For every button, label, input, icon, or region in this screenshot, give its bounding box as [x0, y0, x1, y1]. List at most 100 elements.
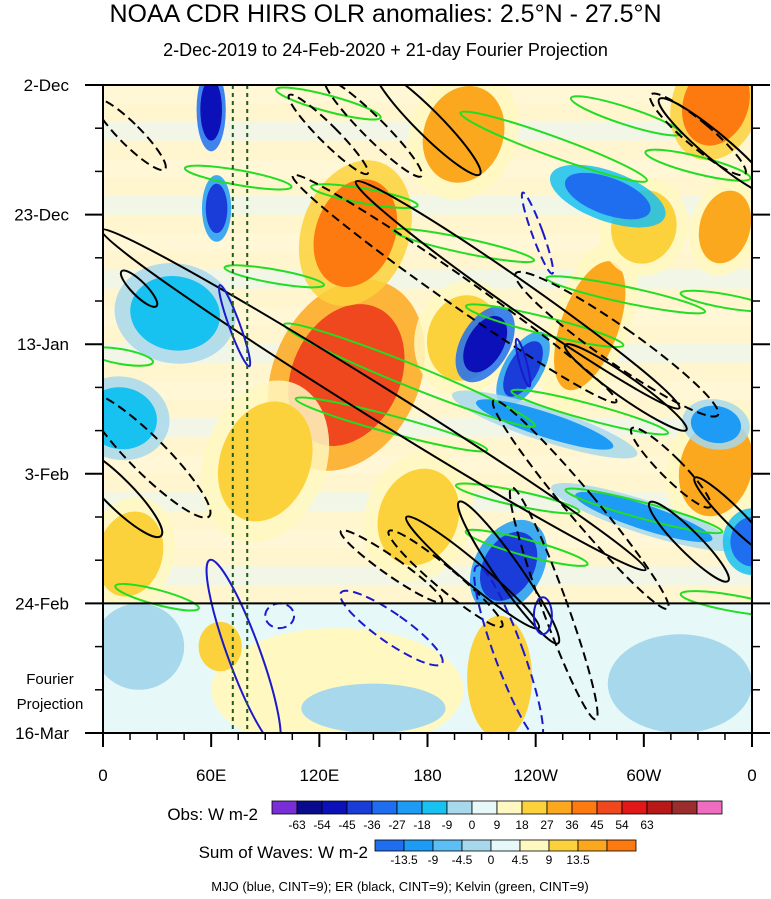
- er-contour: [373, 85, 482, 177]
- kelvin-contour: [510, 388, 670, 436]
- waves-colorbar-tick-label: 0: [488, 853, 495, 867]
- obs-colorbar-swatch: [696, 800, 723, 815]
- obs-colorbar-tick-label: -18: [413, 818, 431, 832]
- y-tick-label: 2-Dec: [24, 76, 70, 95]
- y-tick-label: 24-Feb: [15, 594, 69, 613]
- er-contour: [457, 500, 561, 645]
- obs-colorbar-swatch: [521, 800, 548, 815]
- kelvin-contour: [294, 396, 489, 453]
- y-tick-label: 3-Feb: [25, 465, 69, 484]
- waves-colorbar-swatch: [374, 839, 405, 852]
- waves-colorbar-tick-label: -9: [428, 853, 439, 867]
- obs-colorbar-tick-label: -36: [363, 818, 381, 832]
- waves-anomaly: [198, 621, 242, 672]
- kelvin-contour: [392, 227, 536, 264]
- mjo-contour: [205, 558, 282, 733]
- waves-anomaly: [103, 603, 185, 690]
- waves-colorbar-tick-label: 13.5: [566, 853, 590, 867]
- er-contour: [491, 399, 670, 611]
- kelvin-contour: [679, 289, 752, 313]
- obs-colorbar-tick-label: -63: [288, 818, 306, 832]
- obs-colorbar-tick-label: -45: [338, 818, 356, 832]
- x-tick-label: 120W: [513, 766, 557, 785]
- mjo-contour: [532, 596, 553, 636]
- waves-colorbar-swatch: [490, 839, 521, 852]
- obs-colorbar-tick-label: -9: [442, 818, 453, 832]
- obs-colorbar-tick-label: 0: [469, 818, 476, 832]
- waves-colorbar-swatch: [606, 839, 637, 852]
- mjo-contour: [520, 191, 555, 275]
- kelvin-contour: [459, 110, 648, 183]
- obs-colorbar-tick-label: 27: [540, 818, 554, 832]
- waves-colorbar-tick-label: -4.5: [452, 853, 473, 867]
- waves-colorbar-tick-label: 4.5: [512, 853, 529, 867]
- y-tick-label: 23-Dec: [14, 206, 69, 225]
- er-contour: [119, 269, 159, 308]
- kelvin-contour: [183, 164, 293, 191]
- obs-anomaly-core: [377, 468, 460, 566]
- er-contour: [103, 97, 167, 172]
- obs-colorbar-tick-label: 36: [565, 818, 579, 832]
- obs-colorbar-label: Obs: W m-2: [167, 805, 258, 824]
- obs-colorbar-swatch: [596, 800, 623, 815]
- er-contour: [657, 97, 752, 197]
- x-tick-label: 0: [747, 766, 756, 785]
- waves-anomaly: [301, 683, 446, 733]
- obs-colorbar-swatch: [321, 800, 348, 815]
- obs-colorbar-swatch: [671, 800, 698, 815]
- x-tick-label: 60E: [196, 766, 226, 785]
- waves-colorbar-swatch: [461, 839, 492, 852]
- obs-anomaly-core: [463, 315, 508, 373]
- kelvin-contour: [564, 487, 724, 535]
- obs-colorbar-tick-label: 54: [615, 818, 629, 832]
- waves-colorbar-tick-label: 9: [546, 853, 553, 867]
- er-contour: [647, 500, 730, 583]
- obs-anomaly-core: [422, 86, 505, 183]
- obs-colorbar-swatch: [646, 800, 673, 815]
- chart-title: NOAA CDR HIRS OLR anomalies: 2.5°N - 27.…: [109, 0, 662, 28]
- obs-band: [103, 233, 752, 252]
- waves-colorbar-swatch: [577, 839, 608, 852]
- er-contour: [514, 270, 720, 418]
- kelvin-contour: [545, 275, 707, 315]
- obs-colorbar-tick-label: 63: [640, 818, 654, 832]
- waves-anomaly: [607, 634, 752, 733]
- obs-colorbar-tick-label: -54: [313, 818, 331, 832]
- kelvin-contour: [223, 264, 325, 289]
- er-contour: [103, 446, 164, 539]
- er-contour: [629, 426, 712, 509]
- kelvin-contour: [679, 590, 752, 617]
- obs-anomaly-core: [564, 172, 651, 220]
- x-tick-label: 60W: [626, 766, 661, 785]
- er-contour: [103, 391, 212, 519]
- projected-waves-field: [103, 603, 752, 734]
- y-tick-label: 13-Jan: [17, 335, 69, 354]
- projection-label-line1: Fourier: [26, 671, 74, 688]
- obs-anomaly-core: [205, 183, 228, 234]
- obs-colorbar-swatch: [296, 800, 323, 815]
- er-contour: [354, 179, 681, 410]
- er-contour: [648, 92, 747, 177]
- obs-colorbar-swatch: [446, 800, 473, 815]
- kelvin-contour: [464, 528, 589, 567]
- waves-colorbar-swatch: [519, 839, 550, 852]
- obs-colorbar-swatch: [571, 800, 598, 815]
- waves-colorbar-tick-label: -13.5: [390, 853, 418, 867]
- observed-anomaly-field: [103, 85, 752, 604]
- er-contour: [563, 343, 688, 432]
- obs-colorbar-swatch: [621, 800, 648, 815]
- contours-legend: MJO (blue, CINT=9); ER (black, CINT=9); …: [211, 879, 588, 894]
- obs-anomaly-core: [575, 491, 713, 543]
- obs-colorbar-swatch: [346, 800, 373, 815]
- kelvin-contour: [283, 322, 536, 428]
- mjo-contour: [339, 589, 444, 667]
- obs-colorbar-tick-label: 45: [590, 818, 604, 832]
- mjo-contour: [217, 284, 252, 368]
- mjo-contour: [473, 564, 545, 733]
- obs-colorbar-swatch: [271, 800, 298, 815]
- obs-colorbar-swatch: [396, 800, 423, 815]
- kelvin-contour: [569, 95, 682, 137]
- obs-colorbar-swatch: [421, 800, 448, 815]
